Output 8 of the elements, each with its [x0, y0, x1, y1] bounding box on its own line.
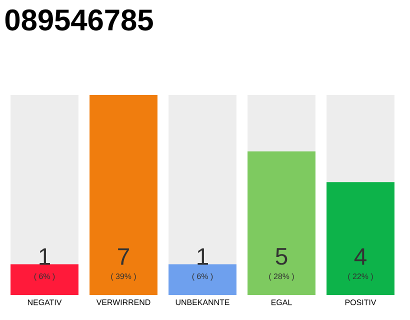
annotation: 5	[276, 248, 288, 265]
annotation: 1	[40, 248, 50, 265]
chart-title: 089546785	[5, 9, 153, 31]
bar	[10, 264, 78, 295]
annotation: 4	[354, 248, 366, 265]
bar	[168, 264, 236, 295]
annotation: 7	[118, 248, 129, 265]
annotation: 1	[198, 248, 208, 265]
